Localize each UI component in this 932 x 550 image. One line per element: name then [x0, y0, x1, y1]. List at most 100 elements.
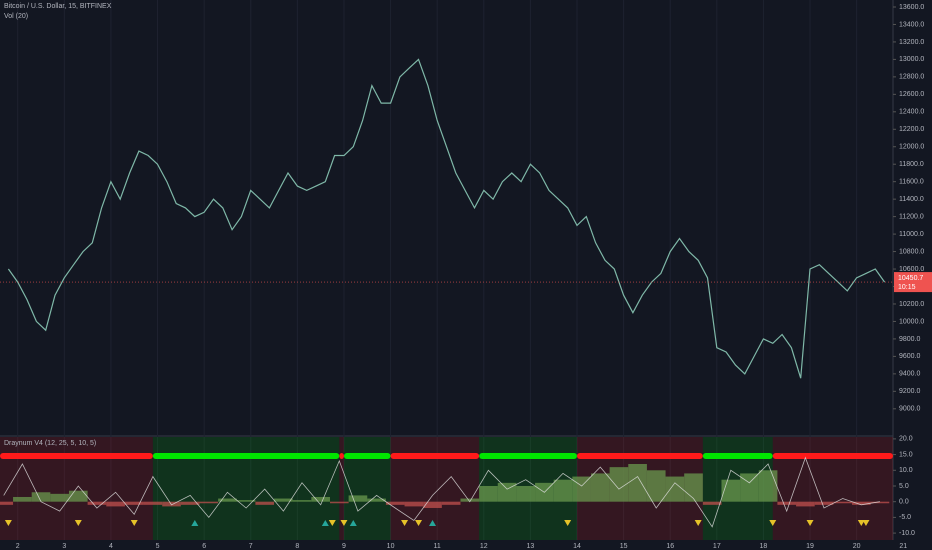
y-tick-label: 12400.0: [899, 109, 924, 116]
x-tick-label: 14: [573, 543, 581, 550]
histogram-bar: [404, 501, 424, 507]
histogram-bar: [796, 501, 815, 507]
histogram-bar: [814, 501, 834, 505]
state-bar: [343, 453, 391, 459]
y-tick-label: 12800.0: [899, 74, 924, 81]
signal-marker: [130, 520, 138, 526]
y-tick-label: 12200.0: [899, 126, 924, 133]
histogram-bar: [590, 473, 610, 502]
histogram-bar: [87, 501, 107, 505]
y-tick-label: 13600.0: [899, 4, 924, 11]
y-tick-label: 11800.0: [899, 161, 924, 168]
x-tick-label: 8: [295, 543, 299, 550]
x-tick-label: 5: [156, 543, 160, 550]
x-tick-label: 7: [249, 543, 253, 550]
state-bar: [339, 453, 344, 459]
state-background: [339, 437, 344, 540]
histogram-bar: [423, 501, 442, 508]
x-tick-label: 3: [62, 543, 66, 550]
histogram-bar: [740, 473, 759, 502]
y-tick-label: 20.0: [899, 436, 913, 443]
histogram-bar: [385, 501, 405, 505]
signal-marker: [415, 520, 423, 526]
histogram-bar: [274, 498, 293, 502]
state-bar: [390, 453, 480, 459]
histogram-bar: [292, 500, 312, 502]
signal-marker: [694, 520, 702, 526]
x-tick-label: 16: [666, 543, 674, 550]
histogram-bar: [180, 501, 200, 505]
histogram-bar: [851, 501, 871, 505]
y-tick-label: 13000.0: [899, 56, 924, 63]
histogram-bar: [199, 501, 219, 504]
signal-marker: [321, 520, 329, 526]
signal-marker: [806, 520, 814, 526]
histogram-bar: [162, 501, 181, 507]
histogram-bar: [348, 495, 368, 502]
y-tick-label: 9000.0: [899, 406, 921, 413]
histogram-bar: [833, 501, 852, 504]
signal-marker: [857, 520, 865, 526]
signal-marker: [862, 520, 870, 526]
histogram-bar: [124, 501, 144, 505]
histogram-bar: [702, 501, 722, 505]
histogram-bar: [50, 493, 69, 502]
y-tick-label: 9400.0: [899, 371, 921, 378]
x-tick-label: 18: [760, 543, 768, 550]
histogram-bar: [497, 482, 517, 502]
state-bar: [577, 453, 703, 459]
histogram-bar: [516, 485, 536, 502]
x-tick-label: 19: [806, 543, 814, 550]
y-tick-label: 15.0: [899, 451, 913, 458]
histogram-bar: [777, 501, 797, 505]
y-tick-label: 11200.0: [899, 213, 924, 220]
y-tick-label: 11600.0: [899, 179, 924, 186]
state-bar: [152, 453, 340, 459]
state-bar: [772, 453, 893, 459]
y-tick-label: 13200.0: [899, 39, 924, 46]
histogram-bar: [572, 476, 591, 502]
state-bar: [0, 453, 153, 459]
histogram-bar: [479, 485, 498, 502]
histogram-bar: [255, 501, 275, 505]
x-tick-label: 10: [387, 543, 395, 550]
histogram-bar: [553, 479, 573, 502]
price-line: [7, 58, 886, 379]
y-tick-label: 10200.0: [899, 301, 924, 308]
histogram-bar: [236, 500, 256, 502]
signal-marker: [340, 520, 348, 526]
y-tick-label: 10600.0: [899, 266, 924, 273]
histogram-bar: [311, 496, 330, 502]
histogram-bar: [460, 498, 480, 502]
y-tick-label: 11400.0: [899, 196, 924, 203]
y-tick-label: 9800.0: [899, 336, 921, 343]
x-tick-label: 6: [202, 543, 206, 550]
y-tick-label: 12000.0: [899, 144, 924, 151]
signal-marker: [769, 520, 777, 526]
x-tick-label: 15: [620, 543, 628, 550]
x-tick-label: 20: [853, 543, 861, 550]
x-tick-label: 2: [16, 543, 20, 550]
signal-marker: [429, 520, 437, 526]
y-tick-label: 10.0: [899, 467, 913, 474]
last-price-label: 10450.7: [898, 275, 923, 282]
y-tick-label: 11000.0: [899, 231, 924, 238]
histogram-bar: [684, 473, 703, 502]
countdown-label: 10:15: [898, 284, 916, 291]
oscillator-line: [3, 456, 880, 528]
state-background: [152, 437, 340, 540]
histogram-bar: [13, 496, 32, 502]
y-tick-label: 0.0: [899, 499, 909, 506]
histogram-bar: [628, 464, 647, 502]
signal-marker: [349, 520, 357, 526]
state-background: [772, 437, 893, 540]
histogram-bar: [609, 467, 629, 502]
state-bar: [702, 453, 773, 459]
histogram-bar: [329, 501, 349, 504]
y-tick-label: 9200.0: [899, 388, 921, 395]
histogram-bar: [68, 490, 88, 502]
histogram-bar: [0, 501, 14, 505]
